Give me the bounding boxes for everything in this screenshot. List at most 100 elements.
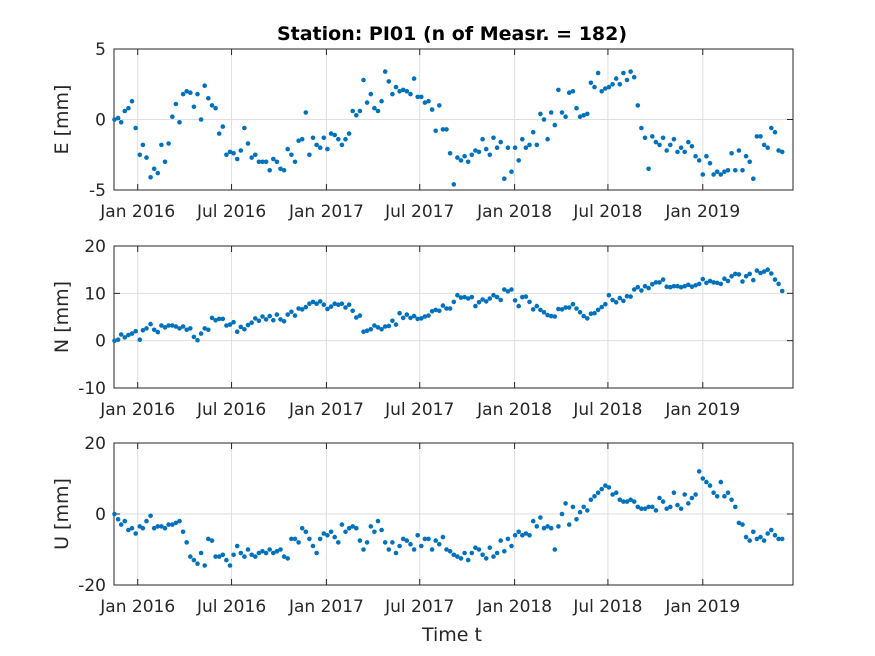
data-point	[129, 525, 135, 531]
data-point	[440, 303, 446, 308]
y-tick-label: 20	[84, 434, 106, 454]
data-point	[133, 328, 138, 334]
data-point	[469, 550, 475, 556]
data-point	[516, 303, 521, 309]
data-point	[198, 331, 204, 336]
data-point	[671, 283, 677, 289]
data-point	[289, 152, 294, 158]
data-point	[206, 536, 211, 542]
data-point	[548, 525, 554, 531]
data-point	[292, 313, 298, 318]
data-point	[585, 111, 590, 117]
data-point	[657, 280, 662, 285]
data-point	[307, 301, 312, 307]
data-point	[776, 281, 781, 287]
data-point	[285, 146, 291, 152]
data-point	[480, 297, 485, 302]
data-point	[527, 299, 532, 305]
data-point	[133, 531, 138, 536]
data-point	[303, 304, 309, 310]
data-point	[188, 90, 193, 95]
data-point	[350, 108, 356, 114]
data-point	[151, 327, 157, 333]
x-tick-label: Jul 2018	[572, 400, 642, 420]
data-point	[538, 111, 543, 117]
data-point	[238, 550, 244, 556]
data-point	[469, 294, 475, 300]
y-tick-label: 5	[95, 40, 106, 60]
data-point	[498, 139, 504, 145]
data-point	[556, 306, 561, 312]
data-point	[155, 524, 161, 529]
data-point	[281, 319, 287, 324]
data-point	[628, 294, 633, 299]
data-point	[736, 272, 742, 277]
data-point	[209, 315, 215, 321]
data-point	[480, 136, 485, 142]
data-point	[267, 313, 273, 319]
data-point	[635, 284, 641, 290]
x-tick-label: Jul 2017	[384, 202, 454, 222]
data-point	[426, 98, 431, 104]
data-point	[639, 288, 644, 293]
data-point	[361, 547, 366, 552]
data-point	[704, 280, 709, 286]
data-point	[570, 89, 576, 94]
data-point	[440, 534, 446, 540]
data-point	[343, 305, 348, 310]
data-point	[173, 101, 179, 107]
data-point	[263, 550, 269, 556]
x-tick-label: Jul 2016	[196, 597, 266, 617]
data-point	[653, 508, 659, 513]
x-tick-label: Jan 2017	[288, 400, 364, 420]
data-point	[303, 529, 309, 535]
data-point	[375, 325, 381, 330]
data-point	[415, 316, 421, 322]
data-point	[404, 538, 410, 543]
data-point	[429, 547, 435, 552]
data-point	[249, 552, 254, 558]
y-axis-label: E [mm]	[51, 85, 73, 155]
data-point	[426, 536, 431, 542]
data-point	[610, 297, 615, 303]
data-point	[216, 554, 222, 559]
data-point	[451, 299, 457, 305]
data-point	[613, 76, 619, 81]
data-point	[577, 310, 583, 315]
data-point	[253, 316, 258, 321]
data-point	[188, 326, 193, 331]
data-point	[325, 533, 330, 538]
data-point	[440, 127, 446, 132]
x-tick-label: Jan 2019	[664, 202, 740, 222]
data-point	[498, 538, 504, 543]
series-u	[112, 469, 785, 568]
data-point	[714, 280, 720, 286]
data-point	[260, 549, 265, 554]
data-point	[292, 159, 298, 165]
data-point	[249, 320, 254, 326]
data-point	[483, 146, 489, 152]
data-point	[624, 77, 630, 83]
data-point	[718, 281, 724, 287]
data-point	[776, 148, 781, 153]
data-point	[722, 169, 727, 174]
data-point	[267, 547, 273, 552]
data-point	[422, 314, 428, 319]
data-point	[505, 536, 511, 542]
data-point	[621, 499, 626, 504]
data-point	[393, 84, 399, 90]
data-point	[292, 536, 298, 542]
data-point	[516, 158, 521, 163]
data-point	[213, 318, 218, 323]
data-point	[664, 506, 669, 512]
data-point	[433, 128, 439, 134]
data-point	[372, 105, 377, 111]
x-tick-label: Jan 2018	[476, 400, 552, 420]
data-point	[422, 536, 428, 542]
data-point	[224, 557, 229, 563]
data-point	[761, 538, 767, 543]
x-tick-label: Jan 2016	[99, 597, 175, 617]
data-point	[689, 284, 695, 290]
data-point	[516, 529, 521, 535]
data-point	[390, 318, 395, 324]
